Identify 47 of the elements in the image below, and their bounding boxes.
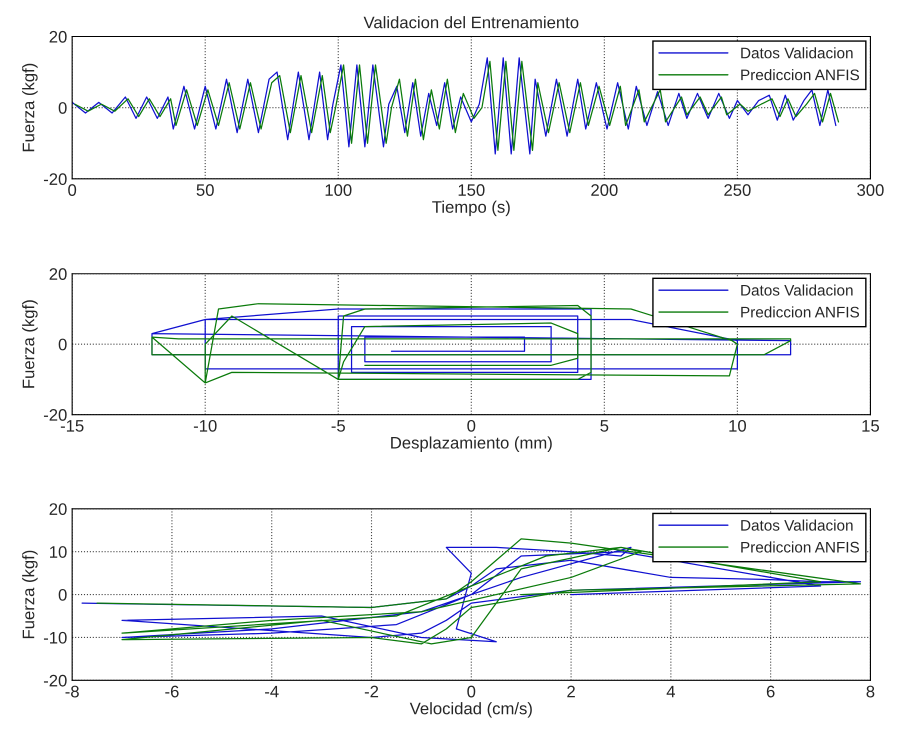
legend-label: Prediccion ANFIS: [741, 306, 860, 318]
x-tick-label: 300: [857, 184, 884, 196]
x-tick-label: -8: [65, 686, 79, 698]
x-tick-label: 100: [326, 184, 352, 196]
y-tick-label: -20: [44, 674, 67, 687]
x-tick-label: 10: [729, 420, 746, 432]
x-tick-label: 0: [68, 184, 76, 196]
y-tick-label: 0: [58, 102, 67, 114]
x-tick-label: 50: [196, 184, 214, 196]
x-tick-label: 15: [862, 420, 879, 432]
x-tick-label: 2: [567, 686, 575, 698]
x-tick-label: 250: [724, 184, 751, 196]
y-tick-label: 20: [50, 268, 67, 280]
y-tick-label: 0: [58, 588, 67, 601]
legend-label: Prediccion ANFIS: [741, 69, 860, 80]
y-tick-label: 20: [50, 503, 67, 516]
x-tick-label: 0: [467, 686, 476, 698]
y-axis-title: Fuerza (kgf): [22, 64, 38, 152]
y-tick-label: -20: [44, 409, 67, 421]
x-tick-label: 5: [600, 420, 608, 432]
x-tick-label: 8: [866, 686, 874, 698]
x-tick-label: -15: [60, 420, 84, 432]
y-tick-label: -10: [44, 632, 67, 644]
x-tick-label: -6: [165, 686, 179, 698]
legend-label: Datos Validacion: [741, 284, 853, 296]
y-tick-label: 20: [50, 30, 67, 43]
x-axis-title: Tiempo (s): [432, 200, 510, 216]
legend-label: Datos Validacion: [741, 520, 853, 531]
y-tick-label: 0: [58, 338, 67, 350]
x-tick-label: -10: [194, 420, 217, 432]
x-axis-title: Desplazamiento (mm): [391, 436, 552, 452]
x-tick-label: 150: [458, 184, 485, 196]
x-tick-label: 4: [666, 686, 676, 698]
x-tick-label: -5: [332, 420, 345, 432]
y-tick-label: -20: [44, 173, 67, 186]
x-tick-label: 200: [591, 184, 618, 196]
x-tick-label: 0: [467, 420, 476, 432]
y-axis-title: Fuerza (kgf): [22, 550, 38, 638]
x-tick-label: -4: [265, 686, 279, 698]
y-axis-title: Fuerza (kgf): [22, 300, 38, 388]
x-tick-label: 6: [766, 686, 775, 698]
legend-label: Datos Validacion: [741, 47, 853, 58]
chart-title: Validacion del Entrenamiento: [364, 16, 578, 28]
x-axis-title: Velocidad (cm/s): [410, 702, 532, 718]
y-tick-label: 10: [50, 546, 67, 558]
x-tick-label: -2: [364, 686, 378, 698]
legend-label: Prediccion ANFIS: [741, 541, 860, 553]
